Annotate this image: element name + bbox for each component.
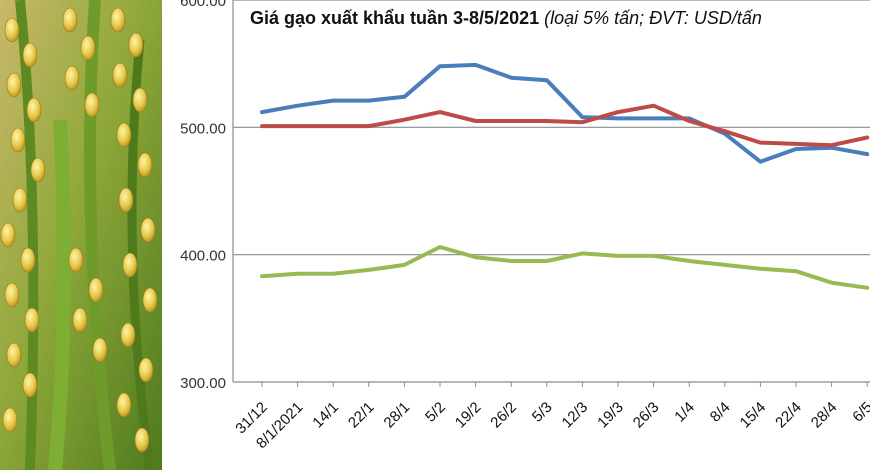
chart-subtitle: (loại 5% tấn; ĐVT: USD/tấn [544,8,762,28]
series-line-3 [260,245,870,290]
x-tick-label: 6/5 [849,399,870,426]
x-tick-label: 5/2 [422,399,449,426]
y-tick-label: 500.00 [180,120,226,137]
x-tick-label: 22/1 [345,399,378,432]
x-tick-label: 19/2 [452,399,485,432]
x-tick-label: 28/4 [808,399,841,432]
x-tick-label: 15/4 [737,399,770,432]
y-tick-label: 600.00 [180,0,226,10]
series-line-1 [260,62,870,164]
series-line-2 [260,103,870,148]
x-tick-label: 26/2 [487,399,520,432]
x-tick-label: 19/3 [594,399,627,432]
x-tick-label: 22/4 [772,399,805,432]
chart-title-block: Giá gạo xuất khẩu tuần 3-8/5/2021 (loại … [250,8,762,29]
x-tick-label: 5/3 [529,399,556,426]
x-tick-label: 14/1 [309,399,342,432]
chart-title: Giá gạo xuất khẩu tuần 3-8/5/2021 [250,8,540,28]
x-tick-label: 28/1 [381,399,414,432]
x-tick-label: 26/3 [630,399,663,432]
rice-plant-photo [0,0,162,470]
x-tick-label: 1/4 [671,399,698,426]
y-tick-label: 400.00 [180,248,226,265]
y-tick-label: 300.00 [180,375,226,392]
x-tick-label: 12/3 [559,399,592,432]
x-tick-label: 8/4 [707,399,734,426]
